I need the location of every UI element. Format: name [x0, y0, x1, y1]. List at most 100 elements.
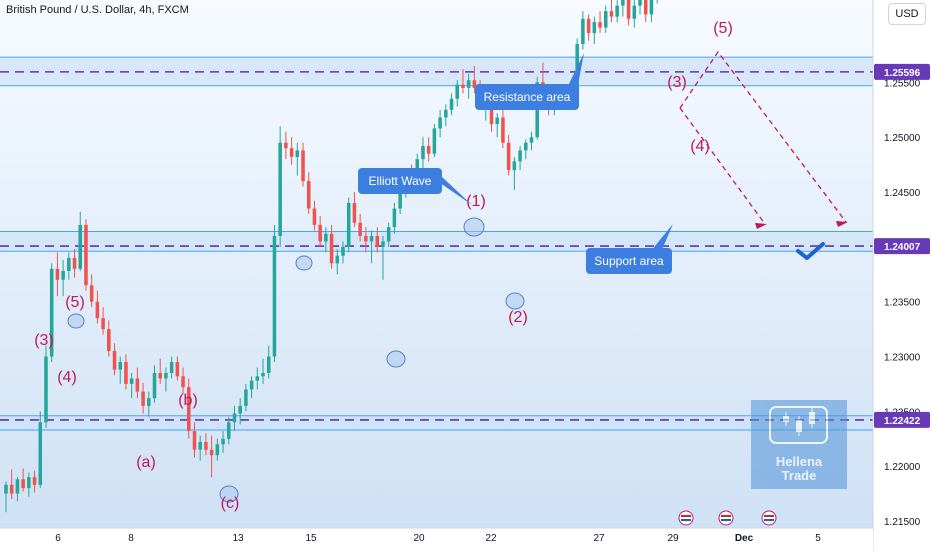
candle — [107, 320, 111, 357]
wave-label: (a) — [136, 454, 156, 471]
candle-body — [375, 235, 380, 247]
candle — [78, 211, 83, 271]
candle — [244, 383, 248, 412]
candle-body — [512, 161, 517, 171]
candle-body — [318, 224, 322, 242]
candle-body — [621, 0, 625, 6]
candle-body — [352, 203, 357, 223]
candle — [187, 378, 191, 439]
candle-body — [89, 285, 94, 302]
support-callout: Support area — [586, 224, 673, 274]
key-level-tag — [874, 411, 930, 428]
candle-body — [38, 422, 43, 485]
resistance-callout: Resistance area — [475, 53, 584, 110]
candle — [289, 137, 294, 165]
candle — [581, 11, 585, 50]
candle — [312, 200, 317, 231]
candle — [152, 365, 157, 403]
time-tick-label: 20 — [413, 533, 425, 544]
candle-body — [78, 224, 83, 269]
candle — [615, 0, 619, 23]
candle — [112, 343, 117, 376]
candle — [649, 0, 654, 23]
candle — [44, 345, 48, 428]
chart-title: British Pound / U.S. Dollar, 4h, FXCM — [6, 4, 189, 16]
candle — [118, 356, 123, 384]
economic-event-icon[interactable] — [718, 510, 734, 526]
time-axis-bg — [0, 528, 873, 550]
check-icon — [796, 242, 825, 260]
candle — [49, 263, 54, 363]
key-level-tag — [874, 63, 930, 80]
economic-event-icon[interactable] — [761, 510, 777, 526]
watermark-candle — [796, 420, 802, 432]
candle — [592, 16, 597, 45]
candle — [472, 65, 477, 94]
candle-body — [27, 477, 31, 489]
candle-body — [649, 0, 654, 15]
candle-body — [278, 142, 282, 236]
candle — [444, 104, 448, 127]
price-tick-label: 1.23000 — [884, 353, 921, 364]
price-tick-label: 1.24500 — [884, 188, 921, 199]
candle-body — [432, 128, 437, 154]
candle-body — [181, 376, 185, 388]
candle — [392, 203, 397, 234]
economic-event-icon[interactable] — [678, 510, 694, 526]
candle-body — [626, 0, 631, 19]
candle — [204, 433, 208, 456]
watermark-candle — [783, 416, 789, 422]
candle-body — [603, 11, 608, 28]
candle-body — [164, 372, 168, 379]
candle-body — [506, 142, 511, 171]
candle-body — [141, 391, 145, 406]
candle — [358, 213, 362, 242]
time-tick-label: 6 — [55, 533, 61, 544]
wave-label: (2) — [508, 309, 528, 326]
candle — [95, 290, 100, 324]
candle-body — [392, 208, 397, 228]
candle-body — [147, 398, 151, 406]
candle — [89, 274, 94, 308]
candle — [375, 227, 380, 253]
candle — [198, 435, 202, 461]
time-tick-label: 27 — [593, 533, 605, 544]
candle — [266, 345, 271, 379]
currency-button[interactable]: USD — [888, 3, 926, 25]
candle-body — [369, 235, 374, 242]
candle — [21, 468, 25, 492]
candle-body — [158, 372, 162, 379]
candle-body — [341, 246, 345, 256]
candle — [278, 126, 282, 247]
key-level-tag — [874, 238, 930, 255]
candle-body — [289, 148, 294, 157]
candle-body — [643, 0, 648, 15]
candle-body — [426, 145, 431, 154]
candle — [364, 227, 368, 253]
candle-body — [175, 362, 180, 377]
candle-body — [95, 301, 100, 319]
candle — [192, 422, 197, 458]
candle — [421, 137, 425, 171]
candle-body — [575, 44, 579, 88]
watermark-name-line2: Trade — [782, 468, 817, 483]
candle — [175, 356, 180, 381]
wave-label: (3) — [667, 74, 687, 91]
candle — [318, 216, 322, 247]
key-level-tag-label: 1.22422 — [884, 416, 921, 427]
candle — [209, 435, 214, 478]
candle-body — [15, 479, 20, 494]
candle-body — [192, 431, 197, 450]
candle-body — [107, 329, 111, 352]
time-axis[interactable]: 6 8 13 15 20 22 27 29 Dec 5 — [0, 527, 873, 550]
candle-body — [266, 356, 271, 373]
candle-body — [466, 80, 471, 88]
candle — [381, 235, 385, 280]
price-axis[interactable]: 1.215001.220001.225001.230001.235001.240… — [872, 0, 932, 550]
pivot-marker — [505, 292, 525, 310]
candle-body — [461, 84, 465, 88]
candle — [426, 137, 431, 162]
candle — [261, 358, 265, 384]
